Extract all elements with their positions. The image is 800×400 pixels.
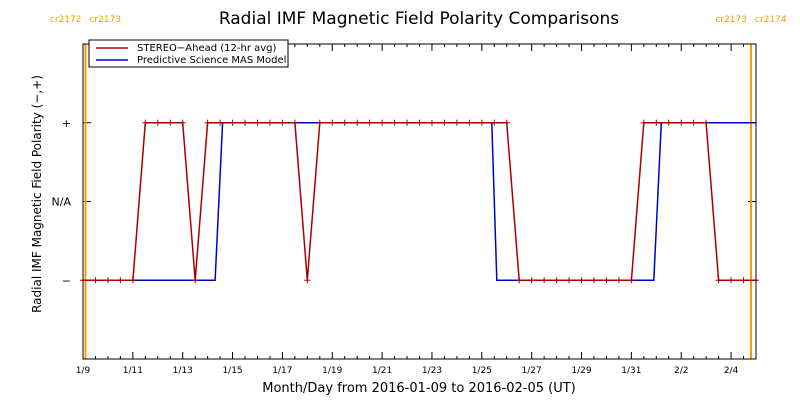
- x-tick-label: 1/13: [173, 366, 193, 376]
- legend-label-stereo: STEREO−Ahead (12-hr avg): [137, 43, 277, 54]
- legend-label-mas: Predictive Science MAS Model: [137, 55, 286, 66]
- stereo-data-point: [678, 119, 685, 126]
- rotation-label-right: cr2173: [89, 15, 121, 25]
- stereo-data-point: [204, 119, 211, 126]
- stereo-data-point: [640, 119, 647, 126]
- x-tick-label: 1/29: [571, 366, 591, 376]
- rotation-label-left: cr2172: [50, 15, 82, 25]
- stereo-data-point: [703, 119, 710, 126]
- stereo-data-point: [541, 277, 548, 284]
- stereo-data-point: [428, 119, 435, 126]
- x-tick-label: 2/2: [674, 366, 688, 376]
- plot-marks: 1/9 1/11 1/13 1/15 1/17 1/19 1/21 1/23 1/25 1/27 1…: [50, 15, 787, 376]
- stereo-data-point: [254, 119, 261, 126]
- x-tick-label: 1/11: [123, 366, 143, 376]
- stereo-data-point: [179, 119, 186, 126]
- x-tick-label: 1/17: [272, 366, 292, 376]
- stereo-data-point: [142, 119, 149, 126]
- stereo-data-point: [291, 119, 298, 126]
- x-tick-label: 1/27: [522, 366, 542, 376]
- stereo-data-point: [217, 119, 224, 126]
- stereo-data-point: [379, 119, 386, 126]
- stereo-data-point: [366, 119, 373, 126]
- plot-frame: [82, 43, 757, 360]
- stereo-data-point: [528, 277, 535, 284]
- stereo-data-point: [104, 277, 111, 284]
- stereo-data-point: [229, 119, 236, 126]
- stereo-data-point: [466, 119, 473, 126]
- stereo-data-point: [92, 277, 99, 284]
- stereo-data-point: [304, 277, 311, 284]
- stereo-data-point: [391, 119, 398, 126]
- stereo-data-point: [154, 119, 161, 126]
- stereo-data-point: [167, 119, 174, 126]
- stereo-data-point: [566, 277, 573, 284]
- stereo-data-point: [715, 277, 722, 284]
- stereo-data-point: [117, 277, 124, 284]
- y-tick-label: N/A: [52, 196, 72, 209]
- stereo-data-point: [192, 277, 199, 284]
- x-tick-label: 1/25: [472, 366, 492, 376]
- stereo-data-point: [578, 277, 585, 284]
- stereo-data-point: [491, 119, 498, 126]
- stereo-data-point: [416, 119, 423, 126]
- stereo-data-point: [503, 119, 510, 126]
- x-tick-label: 2/4: [724, 366, 739, 376]
- stereo-data-point: [603, 277, 610, 284]
- x-tick-label: 1/23: [422, 366, 442, 376]
- y-axis-label: Radial IMF Magnetic Field Polarity (−,+): [30, 75, 44, 313]
- x-tick-label: 1/21: [372, 366, 392, 376]
- x-tick-label: 1/9: [76, 366, 91, 376]
- stereo-data-point: [316, 119, 323, 126]
- x-tick-label: 1/19: [322, 366, 342, 376]
- stereo-data-point: [329, 119, 336, 126]
- rotation-label-left: cr2173: [715, 15, 747, 25]
- stereo-data-point: [690, 119, 697, 126]
- mas-model-line: [83, 122, 756, 282]
- chart-title: Radial IMF Magnetic Field Polarity Compa…: [219, 9, 619, 29]
- rotation-label-right: cr2174: [755, 15, 787, 25]
- stereo-data-point: [354, 119, 361, 126]
- stereo-data-point: [478, 119, 485, 126]
- stereo-data-point: [404, 119, 411, 126]
- stereo-data-point: [129, 277, 136, 284]
- legend-box: [88, 39, 289, 68]
- chart-legend: STEREO−Ahead (12-hr avg) Predictive Scie…: [88, 39, 289, 68]
- stereo-data-point: [266, 119, 273, 126]
- stereo-data-point: [653, 119, 660, 126]
- y-tick-label: −: [62, 274, 71, 287]
- stereo-data-point: [453, 119, 460, 126]
- stereo-data-point: [628, 277, 635, 284]
- y-tick-label: +: [62, 117, 71, 130]
- stereo-data-point: [665, 119, 672, 126]
- x-tick-label: 1/31: [621, 366, 641, 376]
- stereo-data-point: [242, 119, 249, 126]
- x-tick-label: 1/15: [222, 366, 242, 376]
- stereo-data-point: [516, 277, 523, 284]
- x-axis-label: Month/Day from 2016-01-09 to 2016-02-05 …: [262, 381, 575, 396]
- stereo-data-point: [279, 119, 286, 126]
- stereo-data-point: [740, 277, 747, 284]
- stereo-data-point: [553, 277, 560, 284]
- stereo-data-point: [441, 119, 448, 126]
- stereo-data-point: [341, 119, 348, 126]
- stereo-data-point: [615, 277, 622, 284]
- stereo-data-point: [728, 277, 735, 284]
- stereo-data-point: [590, 277, 597, 284]
